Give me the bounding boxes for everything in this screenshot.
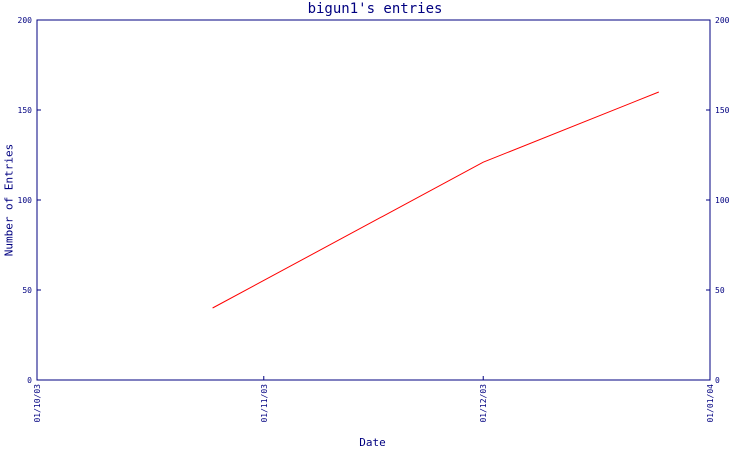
y-tick-left-label: 100 (18, 196, 33, 205)
chart-title: bigun1's entries (307, 1, 443, 17)
y-tick-left-label: 0 (27, 376, 32, 385)
x-axis-label: Date (359, 436, 386, 449)
y-axis-label: Number of Entries (2, 143, 16, 257)
y-tick-right-label: 150 (715, 106, 730, 115)
y-tick-right-label: 0 (715, 376, 720, 385)
x-ticks: 01/10/03 01/11/03 01/12/03 01/01/04 (33, 376, 715, 423)
y-tick-right-label: 50 (715, 286, 725, 295)
x-tick-label: 01/11/03 (260, 384, 269, 423)
y-tick-left-label: 50 (22, 286, 32, 295)
y-ticks-right: 0 50 100 150 200 (706, 16, 730, 385)
x-tick-label: 01/10/03 (33, 384, 42, 423)
series-line (212, 91, 659, 309)
y-tick-right-label: 100 (715, 196, 730, 205)
y-tick-left-label: 200 (18, 16, 33, 25)
x-tick-label: 01/01/04 (706, 384, 715, 423)
y-tick-left-label: 150 (18, 106, 33, 115)
x-tick-label: 01/12/03 (479, 384, 488, 423)
y-ticks-left: 0 50 100 150 200 (18, 16, 41, 385)
y-tick-right-label: 200 (715, 16, 730, 25)
series-layer (212, 91, 659, 309)
plot-frame (36, 19, 711, 381)
